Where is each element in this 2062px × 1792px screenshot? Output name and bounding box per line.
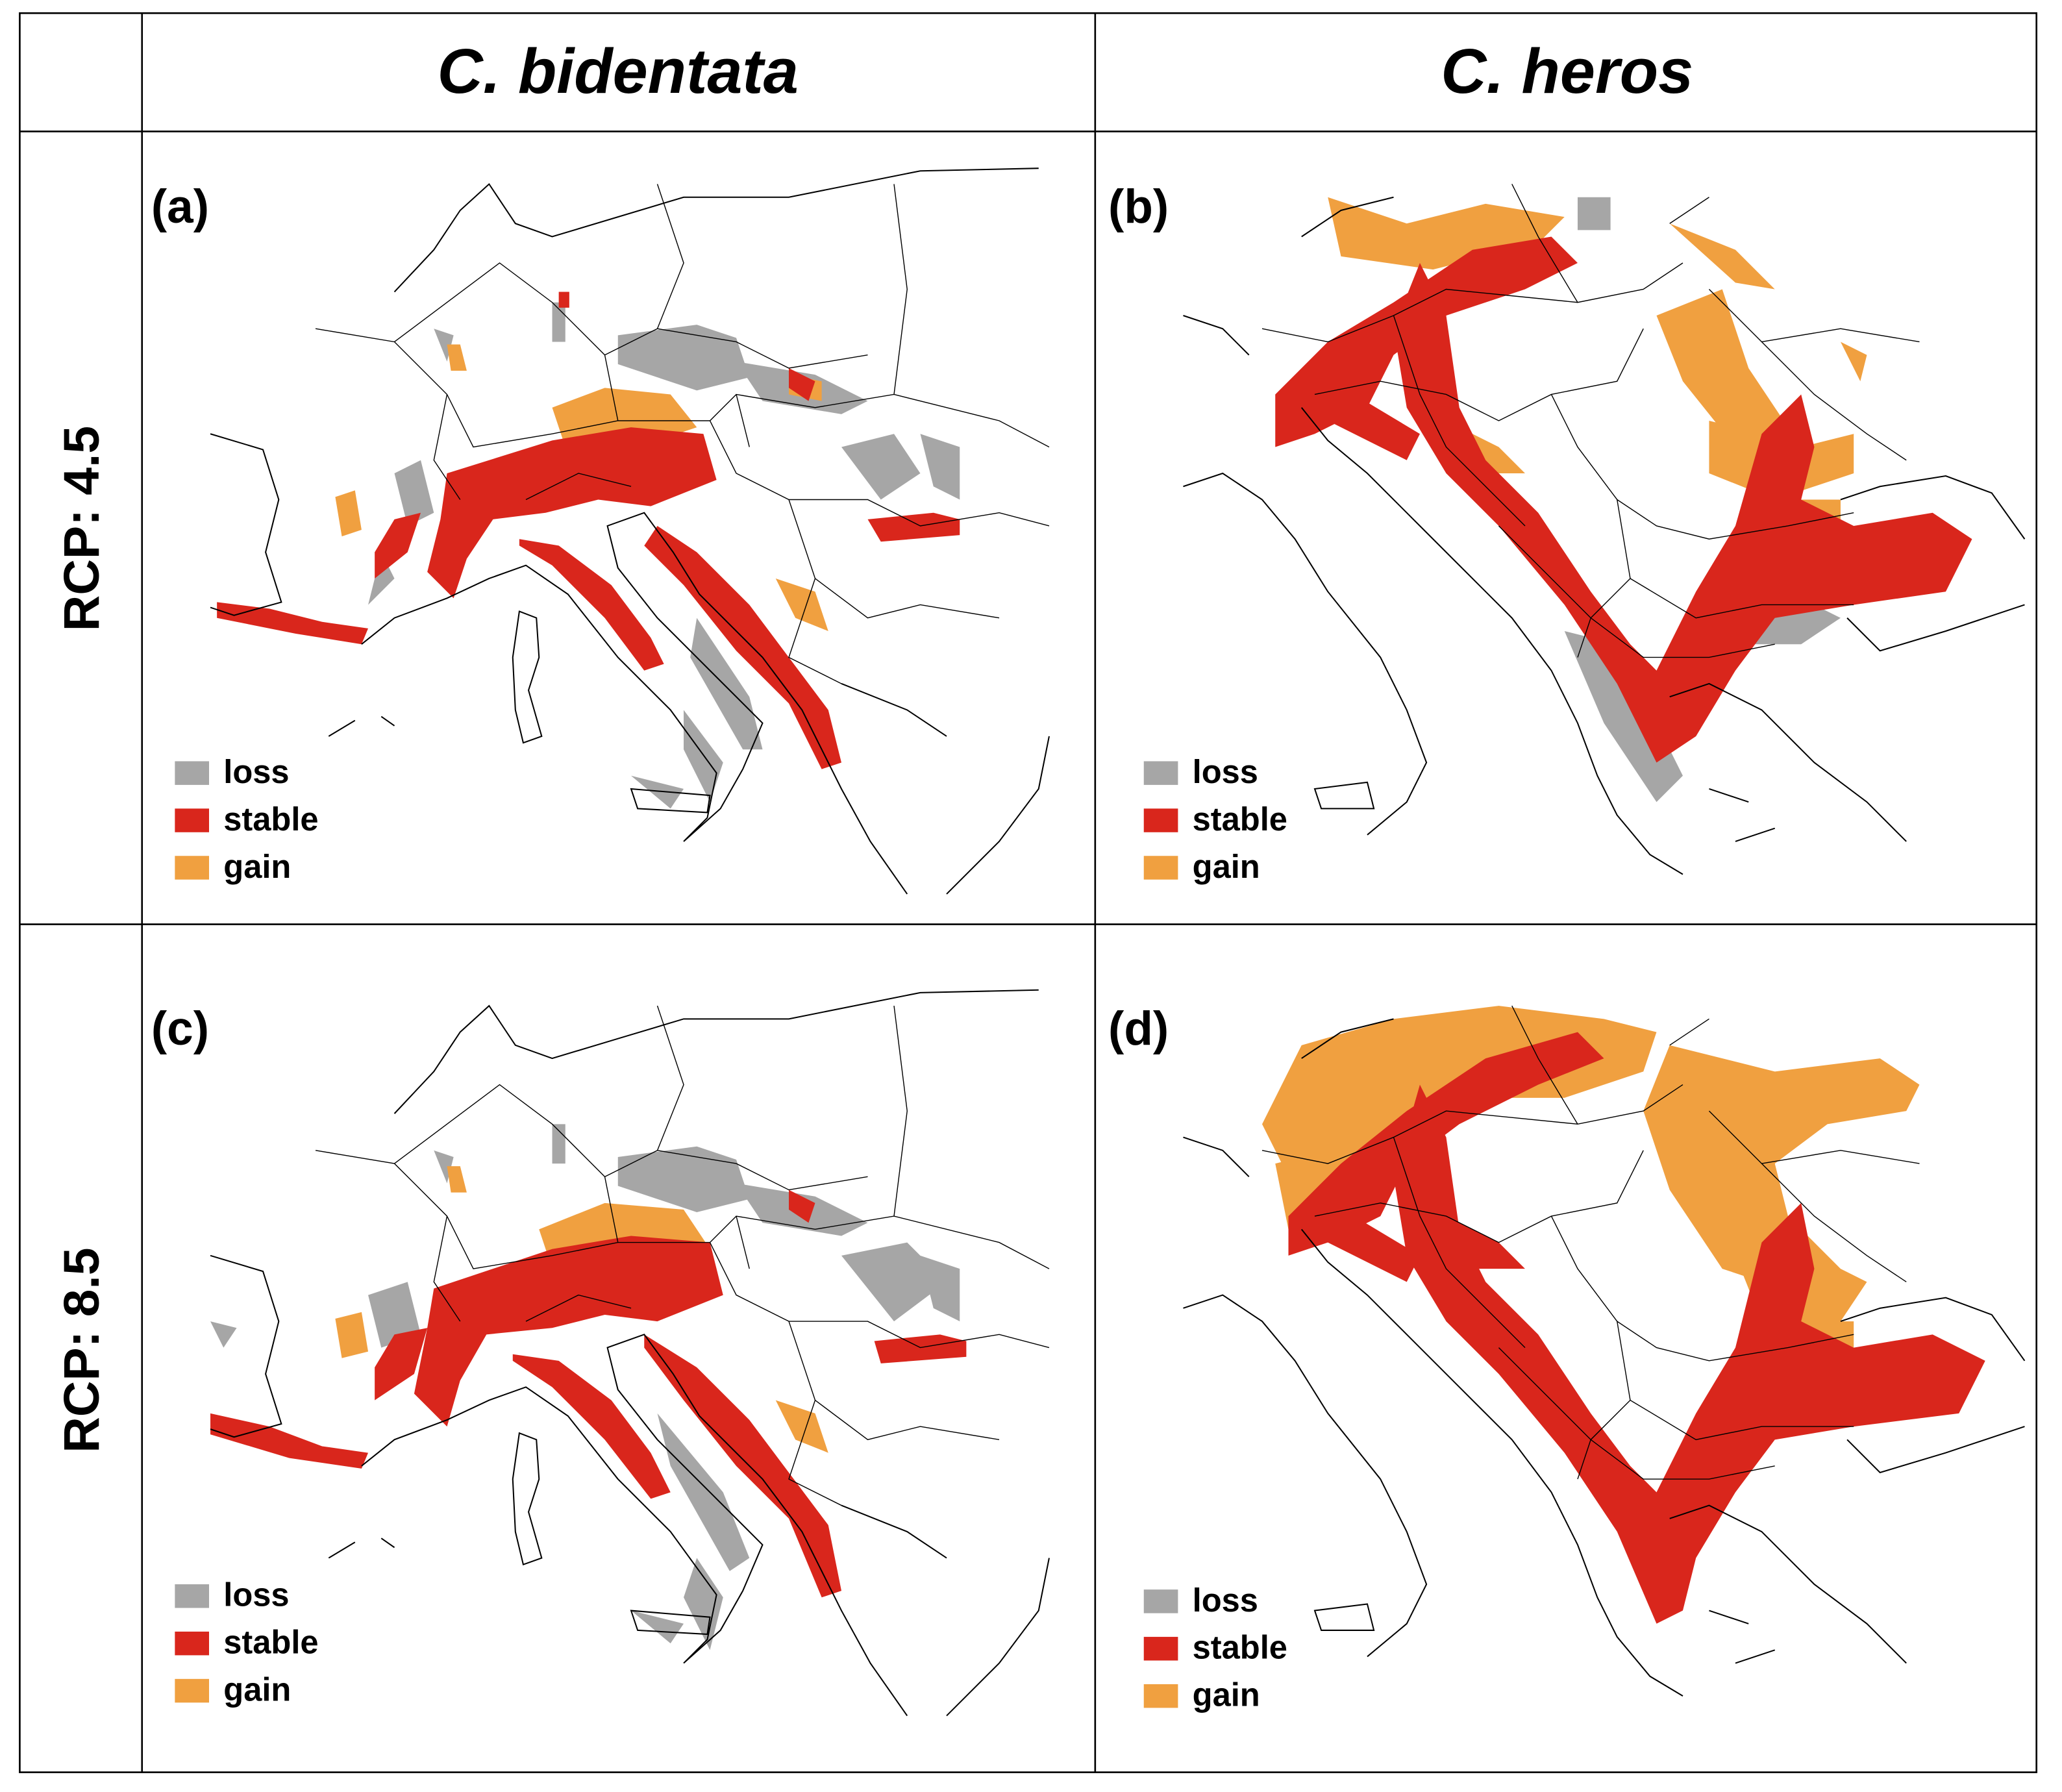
legend-label: loss [1193, 1582, 1258, 1619]
legend-label: loss [223, 1576, 289, 1613]
panel-label: (b) [1108, 180, 1169, 233]
legend: loss stable gain [175, 1576, 319, 1708]
table-frame [19, 12, 2037, 1773]
legend-swatch [175, 856, 210, 880]
range-layer [1261, 1006, 1985, 1624]
legend-label: gain [223, 1671, 291, 1708]
legend: loss stable gain [1143, 753, 1287, 885]
column-header: C. heros [1441, 36, 1693, 106]
row-header: RCP: 8.5 [54, 1247, 110, 1452]
panel-label: (d) [1108, 1002, 1169, 1055]
legend-swatch [175, 761, 210, 785]
legend-label: gain [1193, 848, 1260, 885]
legend-swatch [175, 1584, 210, 1608]
legend-label: stable [1193, 801, 1287, 838]
legend-label: stable [223, 801, 318, 838]
legend-label: gain [223, 848, 291, 885]
legend-swatch [1143, 1684, 1178, 1708]
legend-swatch [175, 1678, 210, 1703]
panel-label: (a) [151, 180, 209, 233]
legend-label: loss [223, 753, 289, 790]
map-panel: (c) loss stable gain [151, 989, 1050, 1717]
legend-swatch [175, 1631, 210, 1656]
column-header: C. bidentata [438, 36, 799, 106]
legend: loss stable gain [175, 753, 319, 885]
legend-label: gain [1193, 1676, 1260, 1713]
legend-swatch [1143, 808, 1178, 832]
legend-label: stable [223, 1624, 318, 1661]
legend-swatch [1143, 1589, 1178, 1613]
range-layer [217, 292, 960, 809]
legend-swatch [1143, 761, 1178, 785]
map-panel: (b) loss stable gain [1108, 180, 2026, 885]
legend: loss stable gain [1143, 1582, 1287, 1713]
legend-swatch [175, 808, 210, 832]
row-header: RCP: 4.5 [54, 426, 110, 631]
range-layer [1275, 197, 1972, 803]
map-panel: (a) loss stable gain [151, 168, 1050, 895]
legend-label: stable [1193, 1629, 1287, 1666]
legend-swatch [1143, 1637, 1178, 1661]
range-layer [210, 1124, 967, 1650]
panel-label: (c) [151, 1002, 209, 1055]
legend-swatch [1143, 856, 1178, 880]
map-panel: (d) loss stable gain [1108, 1002, 2026, 1713]
legend-label: loss [1193, 753, 1258, 790]
